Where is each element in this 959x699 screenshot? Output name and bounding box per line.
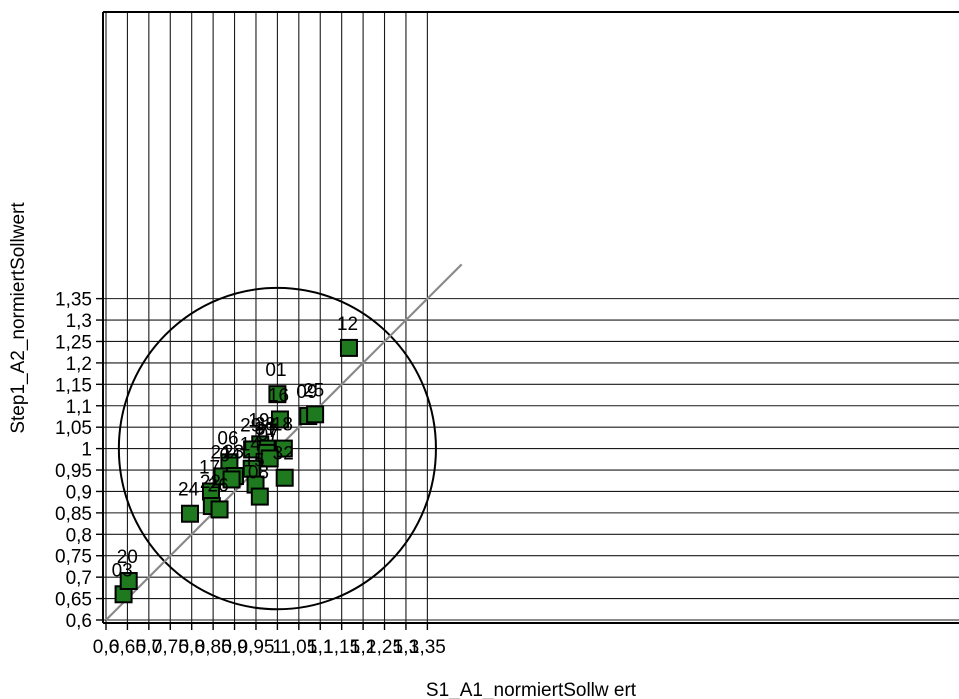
data-point (119, 572, 138, 591)
y-tick-label: 1,25 (55, 332, 92, 353)
x-tick-label: 0,6 (93, 637, 119, 658)
x-tick-label: 1 (272, 637, 283, 658)
data-point (270, 410, 289, 429)
point-label: 06 (217, 428, 238, 449)
y-tick-label: 0,75 (55, 547, 92, 568)
confidence-ellipse (117, 286, 437, 611)
x-tick-label: 1,1 (307, 637, 333, 658)
point-label: 16 (268, 385, 289, 406)
y-tick-label: 1,15 (55, 375, 92, 396)
y-tick-label: 1,2 (66, 354, 92, 375)
point-label: 07 (258, 424, 279, 445)
point-label: 04 (220, 445, 242, 466)
point-label: 18 (272, 415, 293, 436)
point-label: 08 (248, 463, 269, 484)
x-tick-label: 0,95 (237, 637, 274, 658)
data-point (268, 385, 287, 404)
y-tick-label: 1,05 (55, 418, 92, 439)
data-point (339, 338, 358, 357)
point-label: 09 (296, 382, 317, 403)
x-tick-label: 1,35 (409, 637, 446, 658)
point-label: 32 (273, 444, 294, 465)
point-label: 27 (257, 421, 278, 442)
y-axis-title: Step1_A2_normiertSollwert (8, 202, 29, 434)
point-label: 20 (117, 547, 138, 568)
data-point (260, 449, 279, 468)
y-tick-label: 1,3 (66, 311, 92, 332)
y-axis-ticks: 0,60,650,70,750,80,850,90,9511,051,11,15… (55, 290, 103, 632)
point-label: 26 (208, 475, 229, 496)
y-tick-label: 1 (81, 440, 92, 461)
point-label: 28 (255, 415, 276, 436)
x-tick-label: 1,25 (366, 637, 403, 658)
point-label: 21 (211, 442, 232, 463)
y-tick-label: 0,95 (55, 461, 92, 482)
data-point (222, 470, 241, 489)
data-point (180, 504, 199, 523)
y-tick-label: 0,9 (66, 482, 92, 503)
y-tick-label: 0,6 (66, 611, 92, 632)
x-tick-label: 1,3 (393, 637, 419, 658)
point-label: 12 (337, 314, 358, 335)
y-tick-label: 0,65 (55, 590, 92, 611)
x-tick-label: 0,65 (109, 637, 146, 658)
y-tick-label: 1,1 (66, 397, 92, 418)
y-tick-label: 0,8 (66, 525, 92, 546)
data-point (250, 487, 269, 506)
plot-area: 0103060912141516171819202122232425262728… (105, 263, 463, 621)
x-tick-label: 0,75 (152, 637, 189, 658)
point-label: 03 (112, 560, 133, 581)
point-label: 14 (240, 435, 262, 456)
data-point (210, 500, 229, 519)
point-label: 15 (244, 451, 265, 472)
point-label: 01 (265, 360, 286, 381)
point-label: 25 (303, 380, 324, 401)
grid-lines (103, 12, 959, 623)
point-label: 19 (248, 410, 269, 431)
data-point (275, 468, 294, 487)
x-axis-title: S1_A1_normiertSollw ert (426, 680, 637, 699)
x-tick-label: 1,15 (323, 637, 360, 658)
point-label: 22 (200, 472, 221, 493)
point-label: 29 (240, 415, 261, 436)
point-label: 24 (178, 480, 200, 501)
y-tick-label: 0,7 (66, 568, 92, 589)
x-axis-ticks: 0,60,650,70,750,80,850,90,9511,051,11,15… (93, 623, 446, 658)
point-label: 31 (255, 419, 276, 440)
x-tick-label: 0,9 (221, 637, 247, 658)
y-tick-label: 0,85 (55, 504, 92, 525)
x-tick-label: 0,8 (178, 637, 204, 658)
point-label: 23 (223, 442, 244, 463)
x-tick-label: 1,05 (280, 637, 317, 658)
x-tick-label: 1,2 (350, 637, 376, 658)
x-tick-label: 0,85 (195, 637, 232, 658)
plot-background (103, 12, 959, 623)
point-label: 17 (199, 457, 220, 478)
y-tick-label: 1,35 (55, 290, 92, 311)
x-tick-label: 0,7 (136, 637, 162, 658)
data-point (306, 405, 325, 424)
